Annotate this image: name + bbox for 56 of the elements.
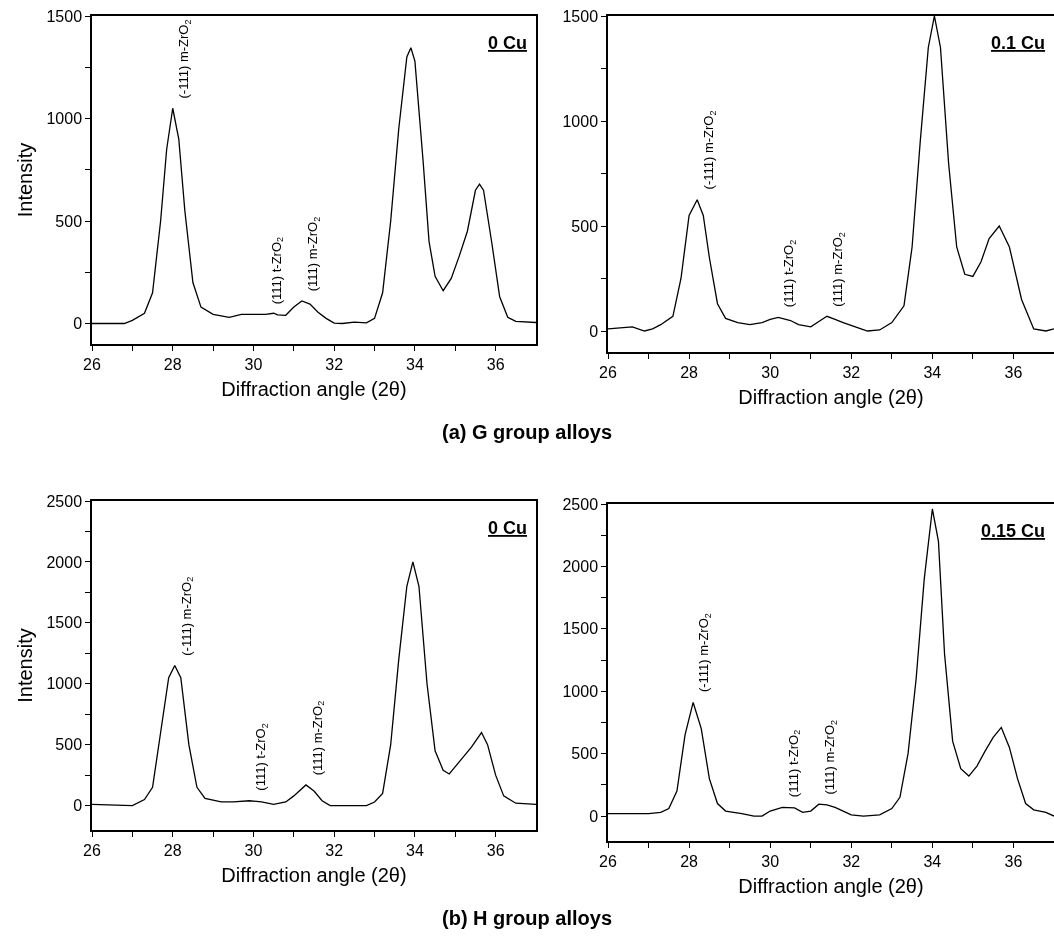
x-tick-label: 34 xyxy=(923,852,942,870)
x-tick-label: 28 xyxy=(680,363,699,381)
y-tick-label: 500 xyxy=(55,212,83,230)
y-tick-label: 2000 xyxy=(562,558,599,576)
y-tick-label: 1500 xyxy=(562,620,599,638)
x-tick-label: 34 xyxy=(406,841,424,859)
x-tick-label: 36 xyxy=(486,355,505,373)
x-tick-label: 28 xyxy=(163,841,182,859)
y-tick-label: 0 xyxy=(73,315,83,333)
x-tick-label: 28 xyxy=(163,355,182,373)
y-tick-label: 0 xyxy=(589,807,599,825)
x-tick-label: 32 xyxy=(325,841,344,859)
x-tick-label: 32 xyxy=(325,355,344,373)
text: 0 Cu xyxy=(488,518,528,538)
x-tick-label: 36 xyxy=(1004,363,1023,381)
x-axis-title: Diffraction angle (2θ) xyxy=(221,377,407,400)
text: 0 Cu xyxy=(488,33,528,53)
y-tick-label: 500 xyxy=(571,217,599,235)
x-tick-label: 28 xyxy=(680,852,699,870)
x-tick-label: 34 xyxy=(406,355,424,373)
y-tick-label: 1500 xyxy=(46,614,83,632)
y-axis-title: Intensity xyxy=(14,628,37,703)
x-tick-label: 30 xyxy=(761,852,780,870)
x-tick-label: 30 xyxy=(244,841,263,859)
y-tick-label: 1000 xyxy=(562,682,599,700)
y-tick-label: 1000 xyxy=(46,110,83,128)
y-tick-label: 1000 xyxy=(562,112,599,130)
x-tick-label: 34 xyxy=(923,363,942,381)
text: (a) G group alloys xyxy=(442,421,613,443)
y-tick-label: 0 xyxy=(73,797,83,815)
y-axis-title: Intensity xyxy=(14,142,37,218)
y-tick-label: 500 xyxy=(571,745,599,763)
y-tick-label: 1000 xyxy=(46,675,83,693)
x-tick-label: 26 xyxy=(599,363,617,381)
x-tick-label: 30 xyxy=(244,355,263,373)
x-axis-title: Diffraction angle (2θ) xyxy=(738,874,924,897)
x-tick-label: 32 xyxy=(842,852,861,870)
y-tick-label: 1500 xyxy=(562,7,599,25)
x-axis-title: Diffraction angle (2θ) xyxy=(738,385,924,408)
text: 0.15 Cu xyxy=(981,521,1046,541)
x-tick-label: 26 xyxy=(83,355,101,373)
x-tick-label: 36 xyxy=(486,841,505,859)
x-tick-label: 26 xyxy=(83,841,101,859)
y-tick-label: 1500 xyxy=(46,7,83,25)
y-tick-label: 2000 xyxy=(46,553,83,571)
y-tick-label: 2500 xyxy=(46,492,83,510)
x-axis-title: Diffraction angle (2θ) xyxy=(221,863,407,886)
x-tick-label: 26 xyxy=(599,852,617,870)
text: 0.1 Cu xyxy=(991,33,1046,53)
x-tick-label: 32 xyxy=(842,363,861,381)
y-tick-label: 2500 xyxy=(562,495,599,513)
x-tick-label: 30 xyxy=(761,363,780,381)
y-tick-label: 0 xyxy=(589,322,599,340)
y-tick-label: 500 xyxy=(55,736,83,754)
x-tick-label: 36 xyxy=(1004,852,1023,870)
text: (b) H group alloys xyxy=(442,907,612,929)
